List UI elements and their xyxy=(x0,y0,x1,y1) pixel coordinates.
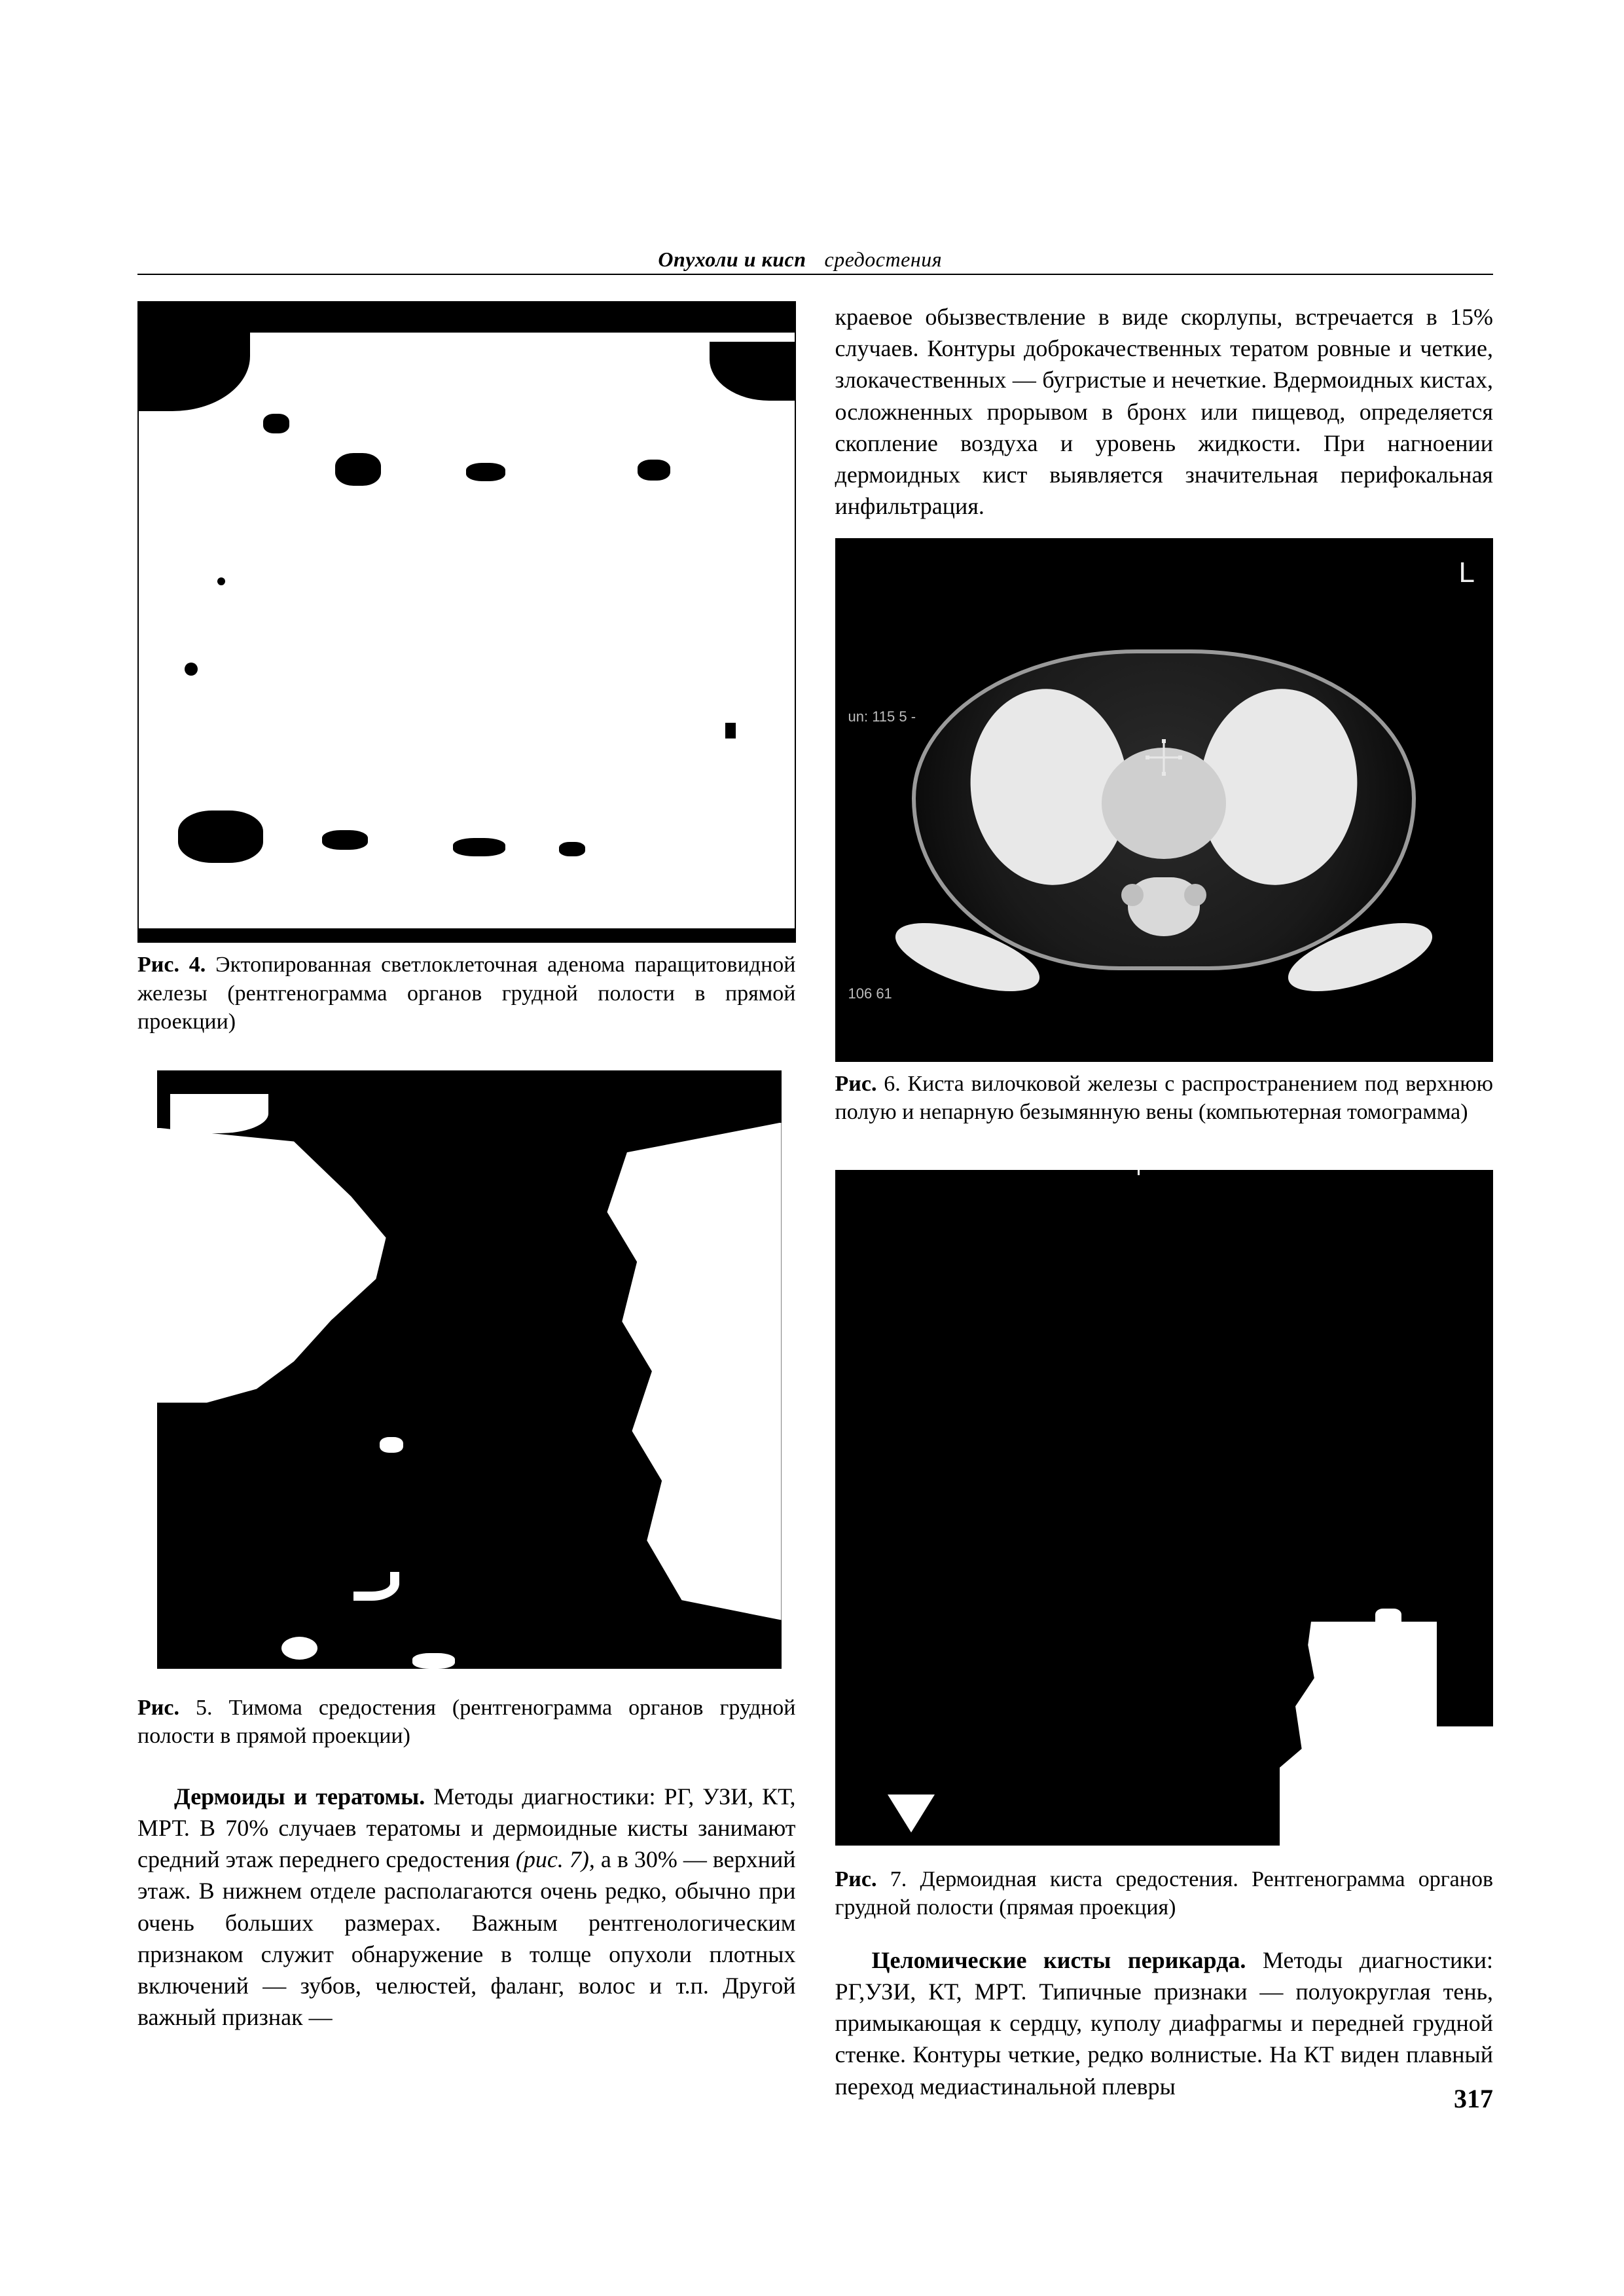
running-head-left: Опухоли и кисп xyxy=(137,247,816,270)
left-column: Рис. 4. Эктопированная светлоклеточная а… xyxy=(137,301,796,2126)
left-para-1-ital: (рис. 7), xyxy=(516,1846,595,1872)
right-para-top: краевое обызвествление в виде скорлупы, … xyxy=(835,301,1494,522)
figure-5-caption-num: 5. xyxy=(179,1696,229,1720)
figure-5-caption-text: Тимома средостения (рентгенограмма орган… xyxy=(137,1696,796,1749)
ct-side-label: L xyxy=(1459,554,1475,592)
figure-5-marker: 15 xyxy=(183,1106,203,1132)
figure-7-caption-text: Дермоидная киста средостения. Рентгеногр… xyxy=(835,1867,1494,1920)
left-para-1-lead: Дермоиды и тератомы. xyxy=(174,1783,425,1810)
ct-crosshair-icon xyxy=(1147,741,1180,774)
right-para-bottom: Целомические кисты перикарда. Методы диа… xyxy=(835,1944,1494,2102)
figure-6-caption-text: Киста вилочковой железы с распространени… xyxy=(835,1072,1494,1125)
triangle-marker-icon xyxy=(888,1795,935,1832)
figure-5-caption-prefix: Рис. xyxy=(137,1696,179,1720)
ct-hud-1: un: 115 5 - xyxy=(848,708,916,725)
figure-7-caption-num: 7. xyxy=(876,1867,920,1891)
left-para-1: Дермоиды и тератомы. Методы диагностики:… xyxy=(137,1781,796,2033)
running-head: Опухоли и кисп средостения xyxy=(137,247,1493,275)
figure-6-caption-num: 6. xyxy=(876,1072,907,1096)
running-head-right: средостения xyxy=(816,247,1494,270)
right-para-bottom-lead: Целомические кисты перикарда. xyxy=(872,1947,1246,1973)
figure-4-caption: Рис. 4. Эктопированная светлоклеточная а… xyxy=(137,951,796,1036)
left-para-1-b: а в 30% — верхний этаж. В нижнем отделе … xyxy=(137,1846,796,2030)
figure-4-caption-text: Эктопированная светлоклеточная аденома п… xyxy=(137,953,796,1034)
figure-7-caption-prefix: Рис. xyxy=(835,1867,877,1891)
ct-hud-2: 106 61 xyxy=(848,985,892,1002)
figure-6-caption: Рис. 6. Киста вилочковой железы с распро… xyxy=(835,1070,1494,1127)
figure-6-caption-prefix: Рис. xyxy=(835,1072,877,1096)
figure-4-image xyxy=(137,301,796,943)
right-column: краевое обызвествление в виде скорлупы, … xyxy=(835,301,1494,2126)
figure-6-image: L un: 115 5 - 106 61 xyxy=(835,538,1494,1062)
figure-7-image xyxy=(835,1163,1494,1857)
page-number: 317 xyxy=(1454,2083,1493,2114)
columns: Рис. 4. Эктопированная светлоклеточная а… xyxy=(137,301,1493,2126)
figure-5-caption: Рис. 5. Тимома средостения (рентгенограм… xyxy=(137,1694,796,1751)
page: Опухоли и кисп средостения Рис. 4. Эктоп… xyxy=(0,0,1624,2296)
figure-7-caption: Рис. 7. Дермоидная киста средостения. Ре… xyxy=(835,1865,1494,1922)
figure-4-caption-prefix: Рис. 4. xyxy=(137,953,206,977)
figure-5-image: 15 xyxy=(137,1070,796,1686)
